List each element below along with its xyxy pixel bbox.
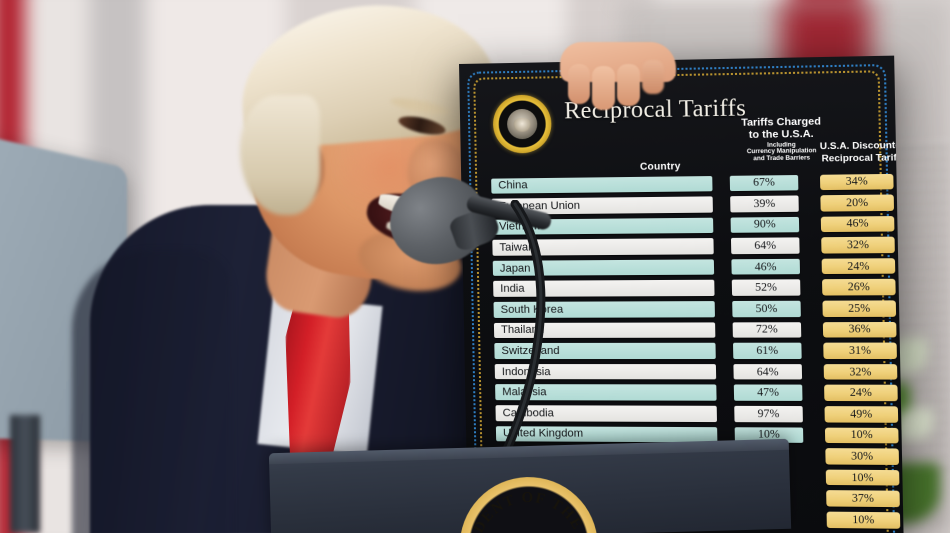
cell-country: China xyxy=(491,175,713,194)
cell-tariff-charged: 52% xyxy=(731,279,801,296)
cell-tariff-discounted: 32% xyxy=(821,236,895,254)
cell-tariff-charged: 50% xyxy=(732,300,801,317)
table-row: Cambodia 97% 49% xyxy=(465,404,901,426)
suit-shoulder xyxy=(72,250,232,533)
cell-tariff-discounted: 20% xyxy=(820,194,895,212)
table-row: South Korea 50% 25% xyxy=(464,299,900,321)
presidential-seal-podium: DENT OF THE xyxy=(457,475,600,533)
column-header-discounted: U.S.A. Discounted Reciprocal Tariffs xyxy=(815,140,904,165)
cell-country: Thailand xyxy=(493,322,716,339)
table-row: Thailand 72% 36% xyxy=(464,320,900,342)
cell-tariff-charged: 97% xyxy=(734,405,803,423)
cell-tariff-charged: 64% xyxy=(733,363,803,380)
hand xyxy=(556,42,680,110)
cell-tariff-discounted: 24% xyxy=(821,258,896,275)
cell-country: Taiwan xyxy=(492,238,714,256)
teleprompter-stand xyxy=(10,415,40,533)
table-row: Japan 46% 24% xyxy=(463,257,899,280)
cell-tariff-charged: 47% xyxy=(733,384,803,401)
cell-country: India xyxy=(493,280,715,297)
cell-tariff-discounted: 10% xyxy=(826,511,901,529)
table-row: Taiwan 64% 32% xyxy=(462,235,898,259)
cell-tariff-charged: 90% xyxy=(730,216,800,234)
cell-tariff-charged: 64% xyxy=(730,237,800,255)
cell-country: Japan xyxy=(492,259,715,277)
podium: DENT OF THE xyxy=(268,438,792,533)
cell-tariff-charged: 39% xyxy=(730,195,799,213)
cell-country: United Kingdom xyxy=(495,425,718,443)
cell-tariff-discounted: 37% xyxy=(826,490,900,508)
table-row: Indonesia 64% 32% xyxy=(465,362,901,383)
hair-side xyxy=(240,95,320,215)
cell-tariff-charged: 72% xyxy=(732,321,802,338)
cell-country: Malaysia xyxy=(495,384,717,401)
cell-tariff-discounted: 24% xyxy=(824,385,898,402)
cell-tariff-discounted: 31% xyxy=(823,342,897,359)
cell-tariff-discounted: 46% xyxy=(820,215,895,233)
svg-text:DENT OF THE: DENT OF THE xyxy=(470,488,586,533)
cell-tariff-discounted: 10% xyxy=(824,427,899,444)
cell-country: Cambodia xyxy=(495,405,718,422)
cell-tariff-charged: 46% xyxy=(731,258,801,276)
cell-country: South Korea xyxy=(493,301,715,318)
cell-tariff-discounted: 32% xyxy=(823,363,898,381)
table-row: India 52% 26% xyxy=(463,278,899,301)
cell-tariff-discounted: 34% xyxy=(819,173,894,191)
table-row: Malaysia 47% 24% xyxy=(465,383,901,405)
cell-tariff-discounted: 10% xyxy=(825,469,900,486)
cell-tariff-charged: 67% xyxy=(729,174,799,192)
cell-tariff-discounted: 26% xyxy=(822,279,896,296)
cell-tariff-discounted: 30% xyxy=(825,448,900,465)
table-row: Switzerland 61% 31% xyxy=(464,341,900,362)
cell-tariff-discounted: 25% xyxy=(822,300,897,317)
cell-tariff-charged: 61% xyxy=(732,342,802,359)
cell-country: Switzerland xyxy=(494,343,716,359)
cell-tariff-discounted: 36% xyxy=(822,321,897,338)
presidential-seal-icon xyxy=(492,94,552,154)
discounted-line1: U.S.A. Discounted xyxy=(819,139,904,153)
charged-line2: to the U.S.A. xyxy=(748,127,814,141)
discounted-line2: Reciprocal Tariffs xyxy=(821,151,904,165)
cell-tariff-discounted: 49% xyxy=(824,406,899,423)
cell-country: Indonesia xyxy=(494,363,717,380)
